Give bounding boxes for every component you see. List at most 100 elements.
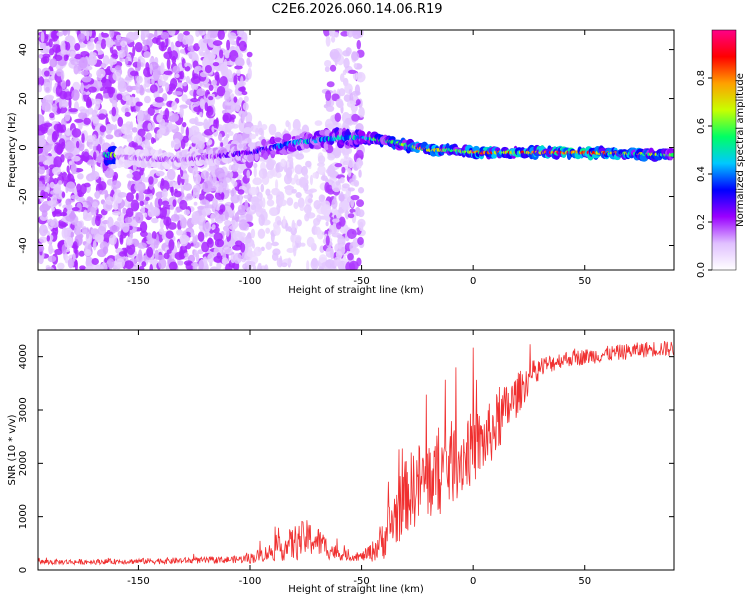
noise-cell xyxy=(131,31,140,40)
noise-cell xyxy=(300,242,306,247)
noise-cell xyxy=(80,82,85,94)
noise-cell xyxy=(192,191,196,199)
noise-cell xyxy=(146,246,154,258)
noise-cell xyxy=(227,240,235,247)
noise-cell xyxy=(219,181,224,193)
noise-cell xyxy=(148,176,154,185)
noise-cell xyxy=(317,165,326,176)
noise-cell xyxy=(88,86,97,93)
noise-cell xyxy=(41,210,48,218)
noise-cell xyxy=(222,246,233,255)
noise-cell xyxy=(353,180,360,187)
noise-cell xyxy=(38,173,41,179)
noise-cell xyxy=(99,136,103,145)
noise-cell xyxy=(104,168,115,179)
noise-cell xyxy=(111,106,117,117)
noise-cell xyxy=(268,207,278,217)
noise-cell xyxy=(195,252,200,263)
noise-cell xyxy=(276,257,283,268)
noise-cell xyxy=(193,89,197,100)
noise-cell xyxy=(47,200,54,206)
noise-cell xyxy=(313,222,317,229)
y-tick-label: 3000 xyxy=(18,397,29,422)
noise-cell xyxy=(38,84,43,93)
colorbar-tick-label: 0.6 xyxy=(696,118,707,134)
noise-cell xyxy=(318,194,325,203)
x-tick-label: -150 xyxy=(127,276,150,287)
noise-cell xyxy=(346,100,356,108)
ridge-halo-cell xyxy=(111,158,117,165)
noise-cell xyxy=(61,227,68,239)
noise-cell xyxy=(111,49,118,58)
ridge-halo-cell xyxy=(262,152,269,160)
noise-cell xyxy=(77,33,86,43)
noise-cell xyxy=(153,109,160,114)
noise-cell xyxy=(239,193,243,205)
x-axis-label: Height of straight line (km) xyxy=(288,285,424,296)
noise-cell xyxy=(287,257,292,266)
noise-cell xyxy=(206,141,211,147)
noise-cell xyxy=(225,263,233,270)
noise-cell xyxy=(47,255,57,263)
noise-cell xyxy=(238,53,244,59)
noise-cell xyxy=(73,187,77,196)
noise-cell xyxy=(108,87,114,98)
noise-cell xyxy=(325,123,335,130)
noise-cell xyxy=(296,219,302,227)
noise-cell xyxy=(43,122,53,128)
noise-cell xyxy=(219,204,226,213)
noise-cell xyxy=(192,262,198,270)
noise-cell xyxy=(139,55,143,60)
noise-cell xyxy=(180,138,186,150)
noise-cell xyxy=(65,181,76,193)
noise-cell xyxy=(163,216,172,227)
noise-cell xyxy=(90,37,94,43)
noise-cell xyxy=(338,194,345,202)
noise-cell xyxy=(52,166,62,176)
noise-cell xyxy=(57,262,65,270)
noise-cell xyxy=(149,63,153,75)
noise-cell xyxy=(212,40,223,47)
noise-cell xyxy=(65,141,75,153)
noise-cell xyxy=(155,170,165,177)
noise-cell xyxy=(254,198,264,210)
noise-cell xyxy=(145,196,150,201)
noise-cell xyxy=(294,164,303,175)
noise-cell xyxy=(181,121,187,128)
noise-cell xyxy=(81,76,92,83)
ridge-halo-cell xyxy=(238,143,244,149)
noise-cell xyxy=(192,236,197,245)
noise-cell xyxy=(128,225,133,231)
noise-cell xyxy=(224,211,229,221)
noise-cell xyxy=(182,36,189,45)
ridge-halo-cell xyxy=(288,146,297,152)
noise-cell xyxy=(175,40,182,48)
noise-cell xyxy=(176,229,183,236)
noise-cell xyxy=(184,43,189,55)
noise-cell xyxy=(230,189,235,197)
noise-cell xyxy=(137,242,147,249)
noise-cell xyxy=(247,67,252,80)
noise-cell xyxy=(312,172,319,179)
noise-cell xyxy=(46,182,50,195)
noise-cell xyxy=(109,225,120,233)
noise-cell xyxy=(246,169,251,179)
noise-cell xyxy=(335,221,342,230)
noise-cell xyxy=(71,128,82,138)
noise-cell xyxy=(208,84,214,91)
noise-cell xyxy=(192,53,199,59)
noise-cell xyxy=(244,199,249,211)
figure-title: C2E6.2026.060.14.06.R19 xyxy=(271,2,442,17)
noise-cell xyxy=(183,182,193,191)
noise-cell xyxy=(325,35,331,47)
noise-cell xyxy=(348,69,357,75)
noise-cell xyxy=(354,84,361,96)
noise-cell xyxy=(190,97,199,103)
noise-cell xyxy=(314,120,323,126)
noise-cell xyxy=(93,151,97,161)
noise-cell xyxy=(159,180,170,192)
ridge-halo-cell xyxy=(128,147,135,154)
noise-cell xyxy=(235,56,244,67)
noise-cell xyxy=(168,239,175,251)
noise-cell xyxy=(334,31,339,38)
